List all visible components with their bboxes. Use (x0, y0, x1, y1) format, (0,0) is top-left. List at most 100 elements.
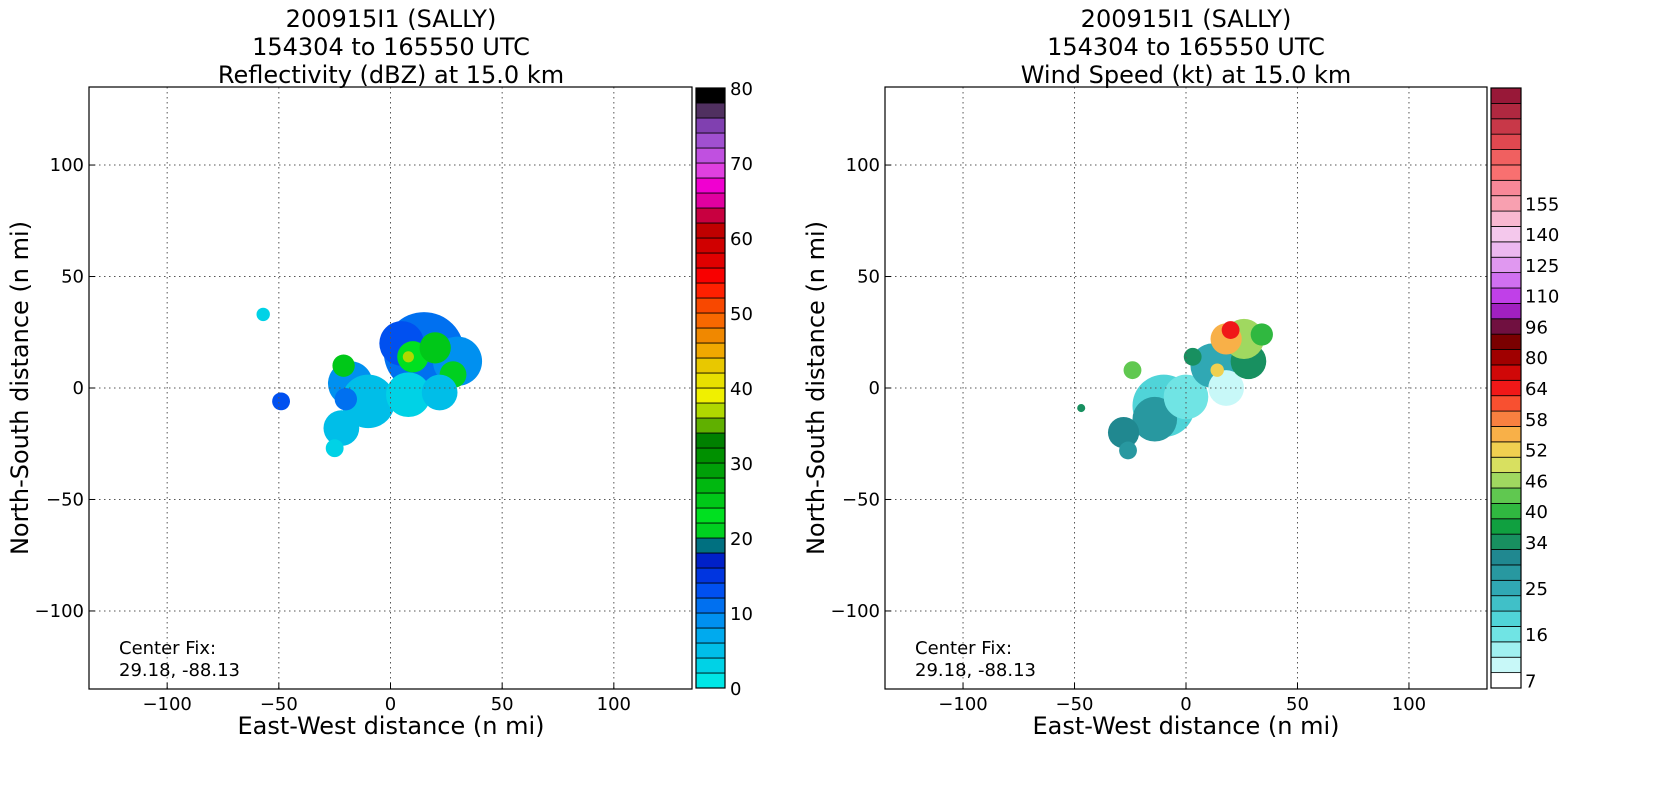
field-cell-10 (1221, 321, 1240, 339)
colorbar-tick-label-9: 80 (1525, 348, 1548, 369)
colorbar-tick-label-1: 16 (1525, 625, 1548, 646)
y-axis-label: North-South distance (n mi) (6, 221, 34, 555)
wind-speed-panel: 200915I1 (SALLY) 154304 to 165550 UTC Wi… (802, 5, 1559, 740)
chart-title-line-3: Reflectivity (dBZ) at 15.0 km (218, 61, 564, 89)
colorbar-bin-36 (1490, 118, 1522, 135)
x-tick-label-0: −100 (938, 694, 987, 715)
field-cell-10 (421, 374, 458, 411)
colorbar-bin-21 (695, 357, 726, 374)
colorbar-bin-17 (695, 417, 726, 434)
field-cell-11 (323, 410, 360, 446)
colorbar-tick-label-7: 58 (1525, 410, 1548, 431)
colorbar-bin-22 (1490, 333, 1522, 350)
colorbar-bin-34 (695, 162, 726, 179)
colorbar-bin-10 (695, 522, 726, 539)
colorbar-bin-28 (695, 252, 726, 269)
x-tick-label-1: −50 (260, 694, 298, 715)
y-tick-label-0: −100 (35, 601, 84, 622)
field-cell-13 (1123, 361, 1142, 380)
y-tick-label-1: −50 (842, 489, 880, 510)
x-tick-label-4: 100 (597, 694, 631, 715)
colorbar-tick-label-2: 25 (1525, 579, 1548, 600)
grid-lines (89, 87, 692, 689)
chart-title-line-2: 154304 to 165550 UTC (252, 33, 530, 61)
colorbar-bin-0 (695, 672, 726, 689)
center-fix-value: 29.18, -88.13 (915, 660, 1036, 681)
colorbar-bin-15 (695, 447, 726, 464)
colorbar-bin-33 (1490, 164, 1522, 181)
field-cell-4 (1119, 441, 1137, 460)
field-cell-14 (1077, 404, 1086, 413)
colorbar-bin-17 (1490, 410, 1522, 427)
colorbar-bin-26 (1490, 272, 1522, 289)
colorbar-bin-39 (695, 87, 726, 104)
reflectivity-colorbar: 0 10 20 30 40 50 60 70 80 (695, 79, 753, 700)
field-cell-6 (402, 351, 414, 363)
colorbar-tick-label-2: 20 (730, 529, 753, 550)
colorbar-bin-30 (695, 222, 726, 239)
colorbar-bin-18 (1490, 395, 1522, 412)
colorbar-bin-1 (1490, 656, 1522, 674)
colorbar-bin-11 (1490, 502, 1522, 520)
y-axis-label: North-South distance (n mi) (802, 221, 830, 555)
x-tick-label-0: −100 (142, 694, 191, 715)
colorbar-bin-16 (695, 432, 726, 449)
field-cell-15 (1210, 363, 1224, 377)
colorbar-bin-38 (1490, 87, 1522, 104)
colorbar-bin-32 (695, 192, 726, 209)
plot-frame (88, 86, 693, 690)
grid-lines (885, 87, 1487, 689)
colorbar-tick-label-0: 7 (1525, 671, 1536, 692)
colorbar-bin-24 (1490, 302, 1522, 320)
y-tick-label-2: 0 (869, 378, 880, 399)
colorbar-bin-21 (1490, 349, 1522, 366)
y-tick-label-0: −100 (831, 601, 880, 622)
colorbar-bin-26 (695, 282, 726, 299)
colorbar-tick-label-0: 0 (730, 679, 741, 700)
field-cell-14 (272, 392, 291, 411)
colorbar-bin-7 (695, 567, 726, 584)
colorbar-tick-label-8: 80 (730, 79, 753, 100)
x-axis-label: East-West distance (n mi) (237, 712, 544, 740)
colorbar-bin-30 (1490, 210, 1522, 227)
colorbar-tick-label-12: 125 (1525, 256, 1559, 277)
reflectivity-panel: 200915I1 (SALLY) 154304 to 165550 UTC Re… (6, 5, 753, 740)
field-cell-15 (256, 307, 270, 322)
colorbar-bin-1 (695, 657, 726, 674)
colorbar-bin-8 (1490, 549, 1522, 566)
colorbar-tick-label-6: 52 (1525, 441, 1548, 462)
field-cell-1 (1132, 396, 1178, 442)
colorbar-bin-29 (695, 237, 726, 254)
reflectivity-field (256, 307, 483, 458)
colorbar-bin-18 (695, 402, 726, 419)
x-tick-label-1: −50 (1056, 694, 1094, 715)
colorbar-bin-31 (695, 207, 726, 224)
x-tick-label-3: 50 (491, 694, 514, 715)
colorbar-tick-label-7: 70 (730, 154, 753, 175)
colorbar-bin-10 (1490, 518, 1522, 535)
field-cell-11 (1250, 323, 1273, 346)
chart-title-line-3: Wind Speed (kt) at 15.0 km (1021, 61, 1352, 89)
center-fix-label: Center Fix: (915, 638, 1012, 659)
colorbar-tick-label-6: 60 (730, 229, 753, 250)
colorbar-bin-27 (1490, 256, 1522, 274)
colorbar-bin-23 (1490, 318, 1522, 335)
colorbar-tick-label-5: 50 (730, 304, 753, 325)
center-fix-label: Center Fix: (119, 638, 216, 659)
colorbar-bin-25 (695, 297, 726, 314)
colorbar-bin-32 (1490, 179, 1522, 197)
x-axis-label: East-West distance (n mi) (1032, 712, 1339, 740)
wind-speed-field (1077, 318, 1273, 460)
axis-ticks: −100 −50 0 50 100 −100 −50 0 50 100 (831, 155, 1427, 715)
colorbar-bin-8 (695, 552, 726, 569)
field-cell-13 (332, 354, 355, 377)
y-tick-label-2: 0 (73, 378, 84, 399)
center-fix-value: 29.18, -88.13 (119, 660, 240, 681)
colorbar-bin-6 (1490, 579, 1522, 597)
colorbar-bin-23 (695, 327, 726, 344)
colorbar-bin-22 (695, 342, 726, 359)
chart-title-line-1: 200915I1 (SALLY) (1081, 5, 1292, 33)
colorbar-bin-14 (1490, 456, 1522, 474)
colorbar-tick-label-5: 46 (1525, 471, 1548, 492)
chart-title-line-1: 200915I1 (SALLY) (286, 5, 497, 33)
